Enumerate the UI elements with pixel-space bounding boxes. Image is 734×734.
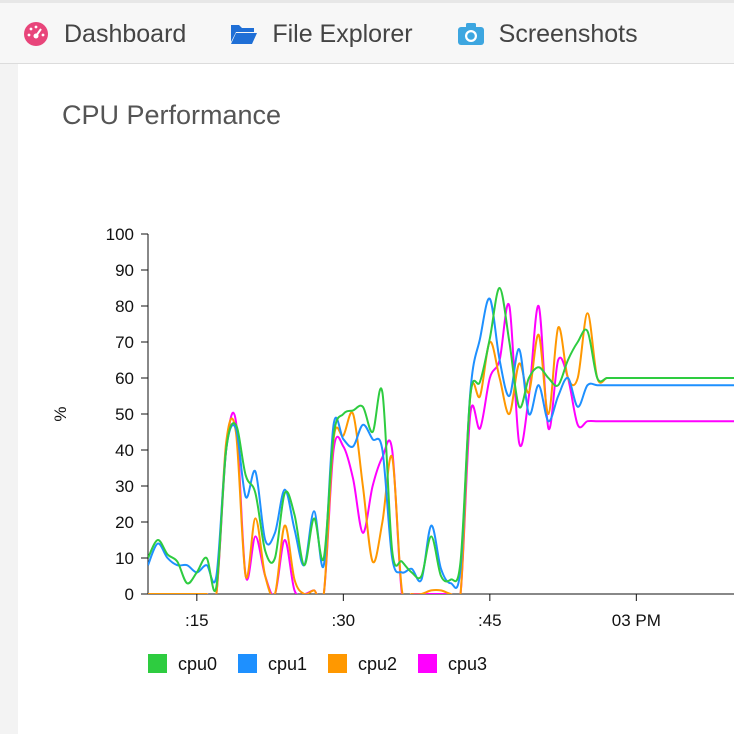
- y-tick-label: 20: [115, 513, 134, 532]
- tab-file-explorer-label: File Explorer: [272, 20, 413, 48]
- camera-icon: [457, 20, 485, 48]
- x-tick-label: :15: [185, 611, 209, 630]
- tab-dashboard-label: Dashboard: [64, 20, 187, 48]
- folder-open-icon: [230, 20, 258, 48]
- tab-screenshots-label: Screenshots: [498, 20, 638, 48]
- legend-swatch-cpu1: [238, 654, 257, 673]
- y-tick-label: 40: [115, 441, 134, 460]
- top-border-line: [0, 0, 734, 3]
- legend-label-cpu3: cpu3: [448, 654, 487, 674]
- series-line-cpu0: [148, 286, 734, 592]
- y-axis-label: %: [51, 406, 70, 421]
- series-line-cpu2: [148, 312, 734, 594]
- y-tick-label: 90: [115, 261, 134, 280]
- y-tick-label: 0: [125, 585, 134, 604]
- x-tick-label: :45: [478, 611, 502, 630]
- panel-title: CPU Performance: [62, 100, 282, 130]
- tab-dashboard[interactable]: Dashboard: [22, 16, 186, 52]
- tab-screenshots[interactable]: Screenshots: [457, 16, 638, 52]
- cpu-line-chart: 0 10 20 30 40 50 60 70 80 90 100% :15 :30 :45 03 PM cpu…: [51, 225, 734, 674]
- dashboard-gauge-icon: [22, 20, 50, 48]
- y-tick-label: 50: [115, 405, 134, 424]
- legend-swatch-cpu3: [418, 654, 437, 673]
- tab-file-explorer[interactable]: File Explorer: [230, 16, 413, 52]
- y-tick-label: 30: [115, 477, 134, 496]
- legend-swatch-cpu0: [148, 654, 167, 673]
- series-line-cpu3: [148, 302, 734, 594]
- y-tick-label: 60: [115, 369, 134, 388]
- nav-tabs: Dashboard File Explorer Screenshots: [22, 16, 682, 52]
- legend-swatch-cpu2: [328, 654, 347, 673]
- legend-label-cpu2: cpu2: [358, 654, 397, 674]
- series-line-cpu1: [148, 297, 734, 589]
- main-panel: CPU Performance 0 10 20 30 40 50 60 70 80 90 100%:…: [18, 64, 734, 734]
- y-tick-label: 10: [115, 549, 134, 568]
- legend-label-cpu0: cpu0: [178, 654, 217, 674]
- legend-label-cpu1: cpu1: [268, 654, 307, 674]
- x-tick-label: 03 PM: [612, 611, 661, 630]
- y-tick-label: 100: [106, 225, 134, 244]
- top-navigation-bar: Dashboard File Explorer Screenshots: [0, 0, 734, 64]
- y-tick-label: 70: [115, 333, 134, 352]
- x-tick-label: :30: [332, 611, 356, 630]
- y-tick-label: 80: [115, 297, 134, 316]
